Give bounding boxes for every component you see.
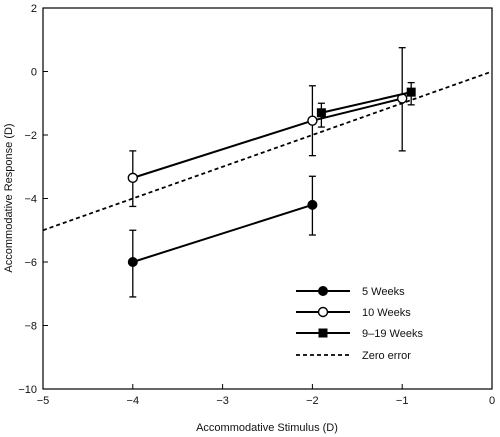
y-tick-label: 0: [31, 67, 37, 79]
y-axis-label: Accommodative Response (D): [3, 123, 15, 272]
series-9-19-weeks: [316, 81, 416, 128]
point-filled-circle: [318, 286, 328, 296]
series-5-weeks: [127, 175, 318, 298]
x-tick-label: −3: [216, 395, 229, 407]
point-filled-circle: [127, 257, 138, 267]
legend-label: 9–19 Weeks: [362, 328, 423, 340]
x-axis-label: Accommodative Stimulus (D): [196, 422, 338, 434]
legend: 5 Weeks 10 Weeks 9–19 Weeks Zero error: [285, 280, 475, 380]
x-tick-label: −5: [37, 395, 50, 407]
point-filled-square: [318, 328, 328, 338]
point-open-circle: [127, 172, 139, 184]
legend-label: Zero error: [362, 350, 411, 362]
legend-box: [285, 280, 475, 380]
y-tick-label: −10: [18, 384, 37, 396]
point-open-circle: [317, 306, 329, 318]
x-tick-label: 0: [489, 395, 495, 407]
series-10-weeks: [127, 47, 408, 208]
x-tick-label: −2: [306, 395, 319, 407]
y-tick-label: −8: [24, 321, 37, 333]
point-filled-square: [316, 108, 326, 118]
zero-error-line-group: [42, 70, 493, 232]
x-tick-label: −4: [127, 395, 140, 407]
point-filled-square: [406, 87, 416, 97]
point-open-circle: [307, 115, 318, 126]
series-group: [127, 47, 416, 298]
y-tick-label: 2: [31, 3, 37, 15]
axis-ticks: −5 −4 −3 −2 −1 0−10−8−6−4−202: [18, 3, 495, 407]
y-tick-label: −4: [24, 194, 37, 206]
point-filled-circle: [307, 199, 318, 210]
x-tick-label: −1: [396, 395, 409, 407]
zero-error-line: [42, 70, 493, 232]
series-line: [132, 97, 403, 179]
legend-label: 5 Weeks: [362, 286, 405, 298]
y-tick-label: −2: [24, 130, 37, 142]
legend-label: 10 Weeks: [362, 307, 411, 319]
series-line: [132, 203, 313, 263]
y-tick-label: −6: [24, 257, 37, 269]
series-line: [321, 91, 412, 114]
